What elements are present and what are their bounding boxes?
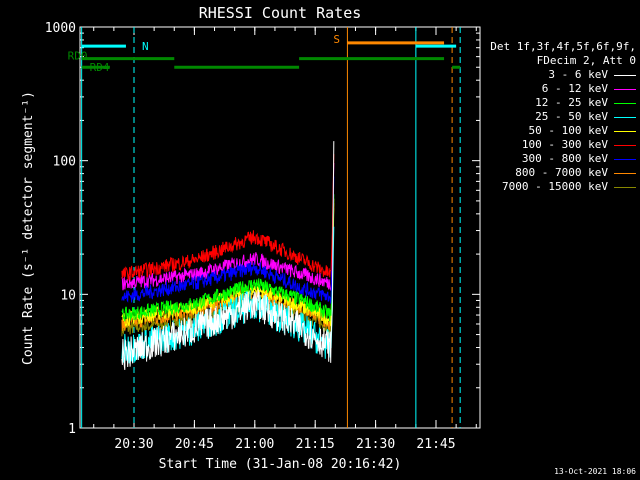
legend-swatch (614, 186, 636, 188)
legend-label: 800 - 7000 keV (515, 166, 608, 179)
legend-label: 3 - 6 keV (548, 68, 608, 81)
legend-entry: 7000 - 15000 keV (480, 180, 636, 194)
legend-swatch (614, 88, 636, 90)
x-tick-label: 21:00 (235, 437, 274, 452)
chart-title: RHESSI Count Rates (199, 4, 362, 22)
y-tick-label: 1000 (45, 21, 76, 36)
legend-label: 100 - 300 keV (521, 138, 608, 151)
x-tick-label: 20:45 (175, 437, 214, 452)
legend-label: 25 - 50 keV (535, 110, 608, 123)
legend: Det 1f,3f,4f,5f,6f,9f, FDecim 2, Att 0 3… (480, 40, 636, 194)
plot-frame (79, 26, 481, 429)
legend-label: 7000 - 15000 keV (502, 180, 608, 193)
series-line-5 (121, 154, 335, 281)
y-tick-label: 10 (60, 288, 76, 303)
legend-swatch (614, 102, 636, 104)
flag-label-s: S (333, 33, 340, 46)
legend-swatch (614, 172, 636, 174)
legend-header-1: Det 1f,3f,4f,5f,6f,9f, (490, 40, 636, 53)
legend-swatch (614, 74, 636, 76)
legend-entry: 300 - 800 keV (480, 152, 636, 166)
legend-label: 50 - 100 keV (528, 124, 608, 137)
legend-entry: 25 - 50 keV (480, 110, 636, 124)
legend-swatch (614, 116, 636, 118)
legend-header-2: FDecim 2, Att 0 (536, 54, 636, 67)
legend-entry: 100 - 300 keV (480, 138, 636, 152)
legend-entry: 6 - 12 keV (480, 82, 636, 96)
legend-entry: 3 - 6 keV (480, 68, 636, 82)
flag-label-n: N (142, 40, 149, 53)
x-tick-label: 20:30 (114, 437, 153, 452)
legend-label: 12 - 25 keV (535, 96, 608, 109)
flag-label-rd0: RD0 (68, 50, 88, 63)
legend-label: 6 - 12 keV (541, 82, 608, 95)
legend-label: 300 - 800 keV (521, 152, 608, 165)
y-tick-label: 1 (68, 422, 76, 437)
y-tick-label: 100 (53, 155, 76, 170)
x-tick-label: 21:15 (296, 437, 335, 452)
flag-label-rd4: RD4 (90, 61, 110, 74)
legend-swatch (614, 158, 636, 160)
y-axis-label: Count Rate (s⁻¹ detector segment⁻¹) (21, 91, 36, 365)
x-axis-label: Start Time (31-Jan-08 20:16:42) (159, 457, 402, 472)
series-line-1 (121, 162, 335, 292)
x-tick-label: 21:45 (416, 437, 455, 452)
timestamp: 13-Oct-2021 18:06 (554, 467, 636, 476)
series-line-6 (121, 176, 335, 304)
legend-entry: 50 - 100 keV (480, 124, 636, 138)
series-line-2 (121, 194, 335, 322)
legend-swatch (614, 130, 636, 132)
legend-entry: 12 - 25 keV (480, 96, 636, 110)
legend-swatch (614, 144, 636, 146)
series-line-0 (121, 141, 335, 370)
legend-entry: 800 - 7000 keV (480, 166, 636, 180)
x-tick-label: 21:30 (356, 437, 395, 452)
